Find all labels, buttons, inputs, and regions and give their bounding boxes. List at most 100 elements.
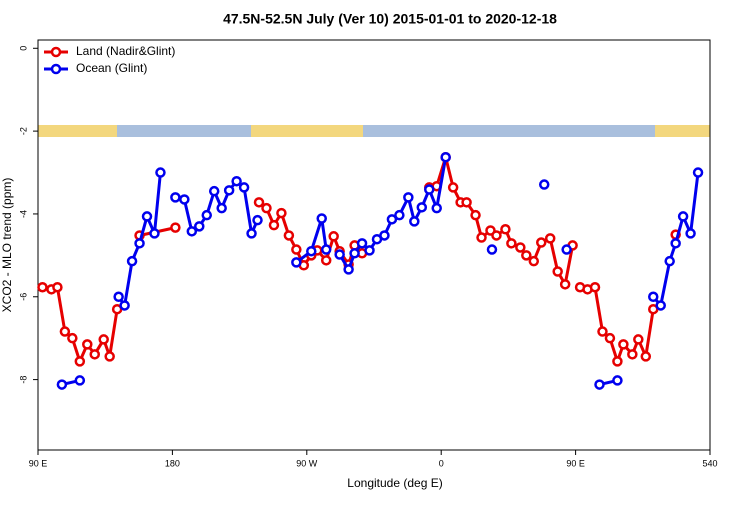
data-point	[394, 209, 405, 221]
data-point	[356, 238, 368, 249]
data-point	[440, 151, 451, 163]
data-point	[424, 184, 435, 195]
data-point	[536, 237, 547, 248]
data-point	[179, 194, 190, 205]
data-point	[409, 216, 420, 227]
data-point	[37, 281, 48, 293]
data-point	[52, 281, 63, 293]
data-point	[486, 244, 498, 255]
data-point	[194, 221, 205, 232]
plot-frame	[37, 39, 711, 451]
data-point	[343, 264, 354, 275]
data-point	[170, 222, 181, 233]
data-point	[470, 209, 481, 221]
data-point	[677, 211, 689, 222]
data-point	[208, 185, 220, 197]
data-point	[416, 202, 428, 213]
data-point	[291, 244, 302, 255]
data-point	[597, 326, 608, 337]
data-point	[261, 202, 272, 214]
data-point	[141, 211, 153, 222]
data-point	[268, 219, 280, 231]
land-mask-strip	[38, 125, 710, 137]
legend-label: Ocean (Glint)	[76, 61, 147, 75]
data-point	[126, 255, 138, 267]
data-point	[82, 339, 93, 350]
data-point	[246, 228, 257, 239]
data-point	[74, 375, 86, 386]
data-point	[476, 232, 487, 243]
data-point	[612, 356, 623, 367]
data-point	[67, 332, 78, 344]
data-point	[506, 238, 517, 249]
x-tick-label: 540	[702, 458, 717, 468]
data-point	[59, 326, 71, 337]
data-point	[403, 192, 414, 203]
data-point	[316, 213, 327, 224]
chart-title: 47.5N-52.5N July (Ver 10) 2015-01-01 to …	[223, 11, 557, 27]
data-point	[238, 182, 250, 193]
data-point	[170, 192, 181, 203]
data-point	[149, 228, 160, 239]
data-point	[461, 197, 472, 208]
x-tick-label: 90 E	[29, 458, 48, 468]
x-tick-label: 180	[165, 458, 180, 468]
series-line	[42, 157, 675, 361]
data-point	[692, 167, 704, 178]
y-axis-label: XCO2 - MLO trend (ppm)	[0, 178, 14, 313]
data-point	[320, 255, 332, 266]
data-point	[349, 248, 360, 259]
data-point	[491, 230, 502, 241]
strip-ocean	[117, 125, 251, 137]
data-point	[334, 249, 345, 260]
data-point	[186, 226, 198, 237]
y-tick-label: -6	[18, 293, 28, 301]
data-point	[431, 202, 442, 214]
data-point	[104, 351, 115, 362]
data-point	[223, 185, 235, 196]
data-point	[89, 349, 100, 360]
data-point	[74, 356, 86, 367]
data-point	[640, 351, 652, 362]
data-point	[655, 300, 666, 311]
data-point	[521, 250, 532, 261]
series-line	[61, 156, 700, 387]
data-point	[552, 266, 563, 277]
data-point	[559, 279, 571, 290]
strip-ocean	[363, 125, 655, 137]
x-tick-label: 90 E	[566, 458, 585, 468]
data-point	[538, 179, 550, 190]
data-point	[119, 300, 130, 311]
legend-marker	[50, 63, 62, 75]
data-point	[364, 245, 375, 256]
data-point	[685, 228, 696, 239]
data-point	[670, 238, 681, 249]
data-point	[231, 175, 242, 187]
data-point	[291, 257, 302, 268]
data-point	[386, 214, 398, 225]
x-tick-label: 90 W	[296, 458, 318, 468]
data-point	[594, 379, 605, 390]
data-point	[589, 281, 601, 293]
y-tick-label: -2	[18, 127, 28, 135]
y-tick-label: -4	[18, 210, 28, 218]
data-point	[544, 233, 556, 244]
data-point	[664, 255, 675, 267]
data-point	[447, 182, 459, 193]
data-point	[98, 334, 109, 345]
x-tick-label: 0	[439, 458, 444, 468]
data-point	[155, 167, 166, 178]
legend-marker	[50, 46, 62, 58]
data-point	[201, 209, 212, 221]
data-point	[253, 197, 265, 208]
legend-label: Land (Nadir&Glint)	[76, 44, 175, 58]
data-point	[379, 230, 390, 241]
x-axis-label: Longitude (deg E)	[347, 476, 442, 490]
data-point	[604, 332, 616, 344]
data-point	[306, 245, 317, 257]
data-point	[283, 230, 295, 241]
data-point	[528, 255, 540, 267]
y-tick-label: 0	[18, 46, 28, 51]
data-point	[252, 214, 263, 226]
